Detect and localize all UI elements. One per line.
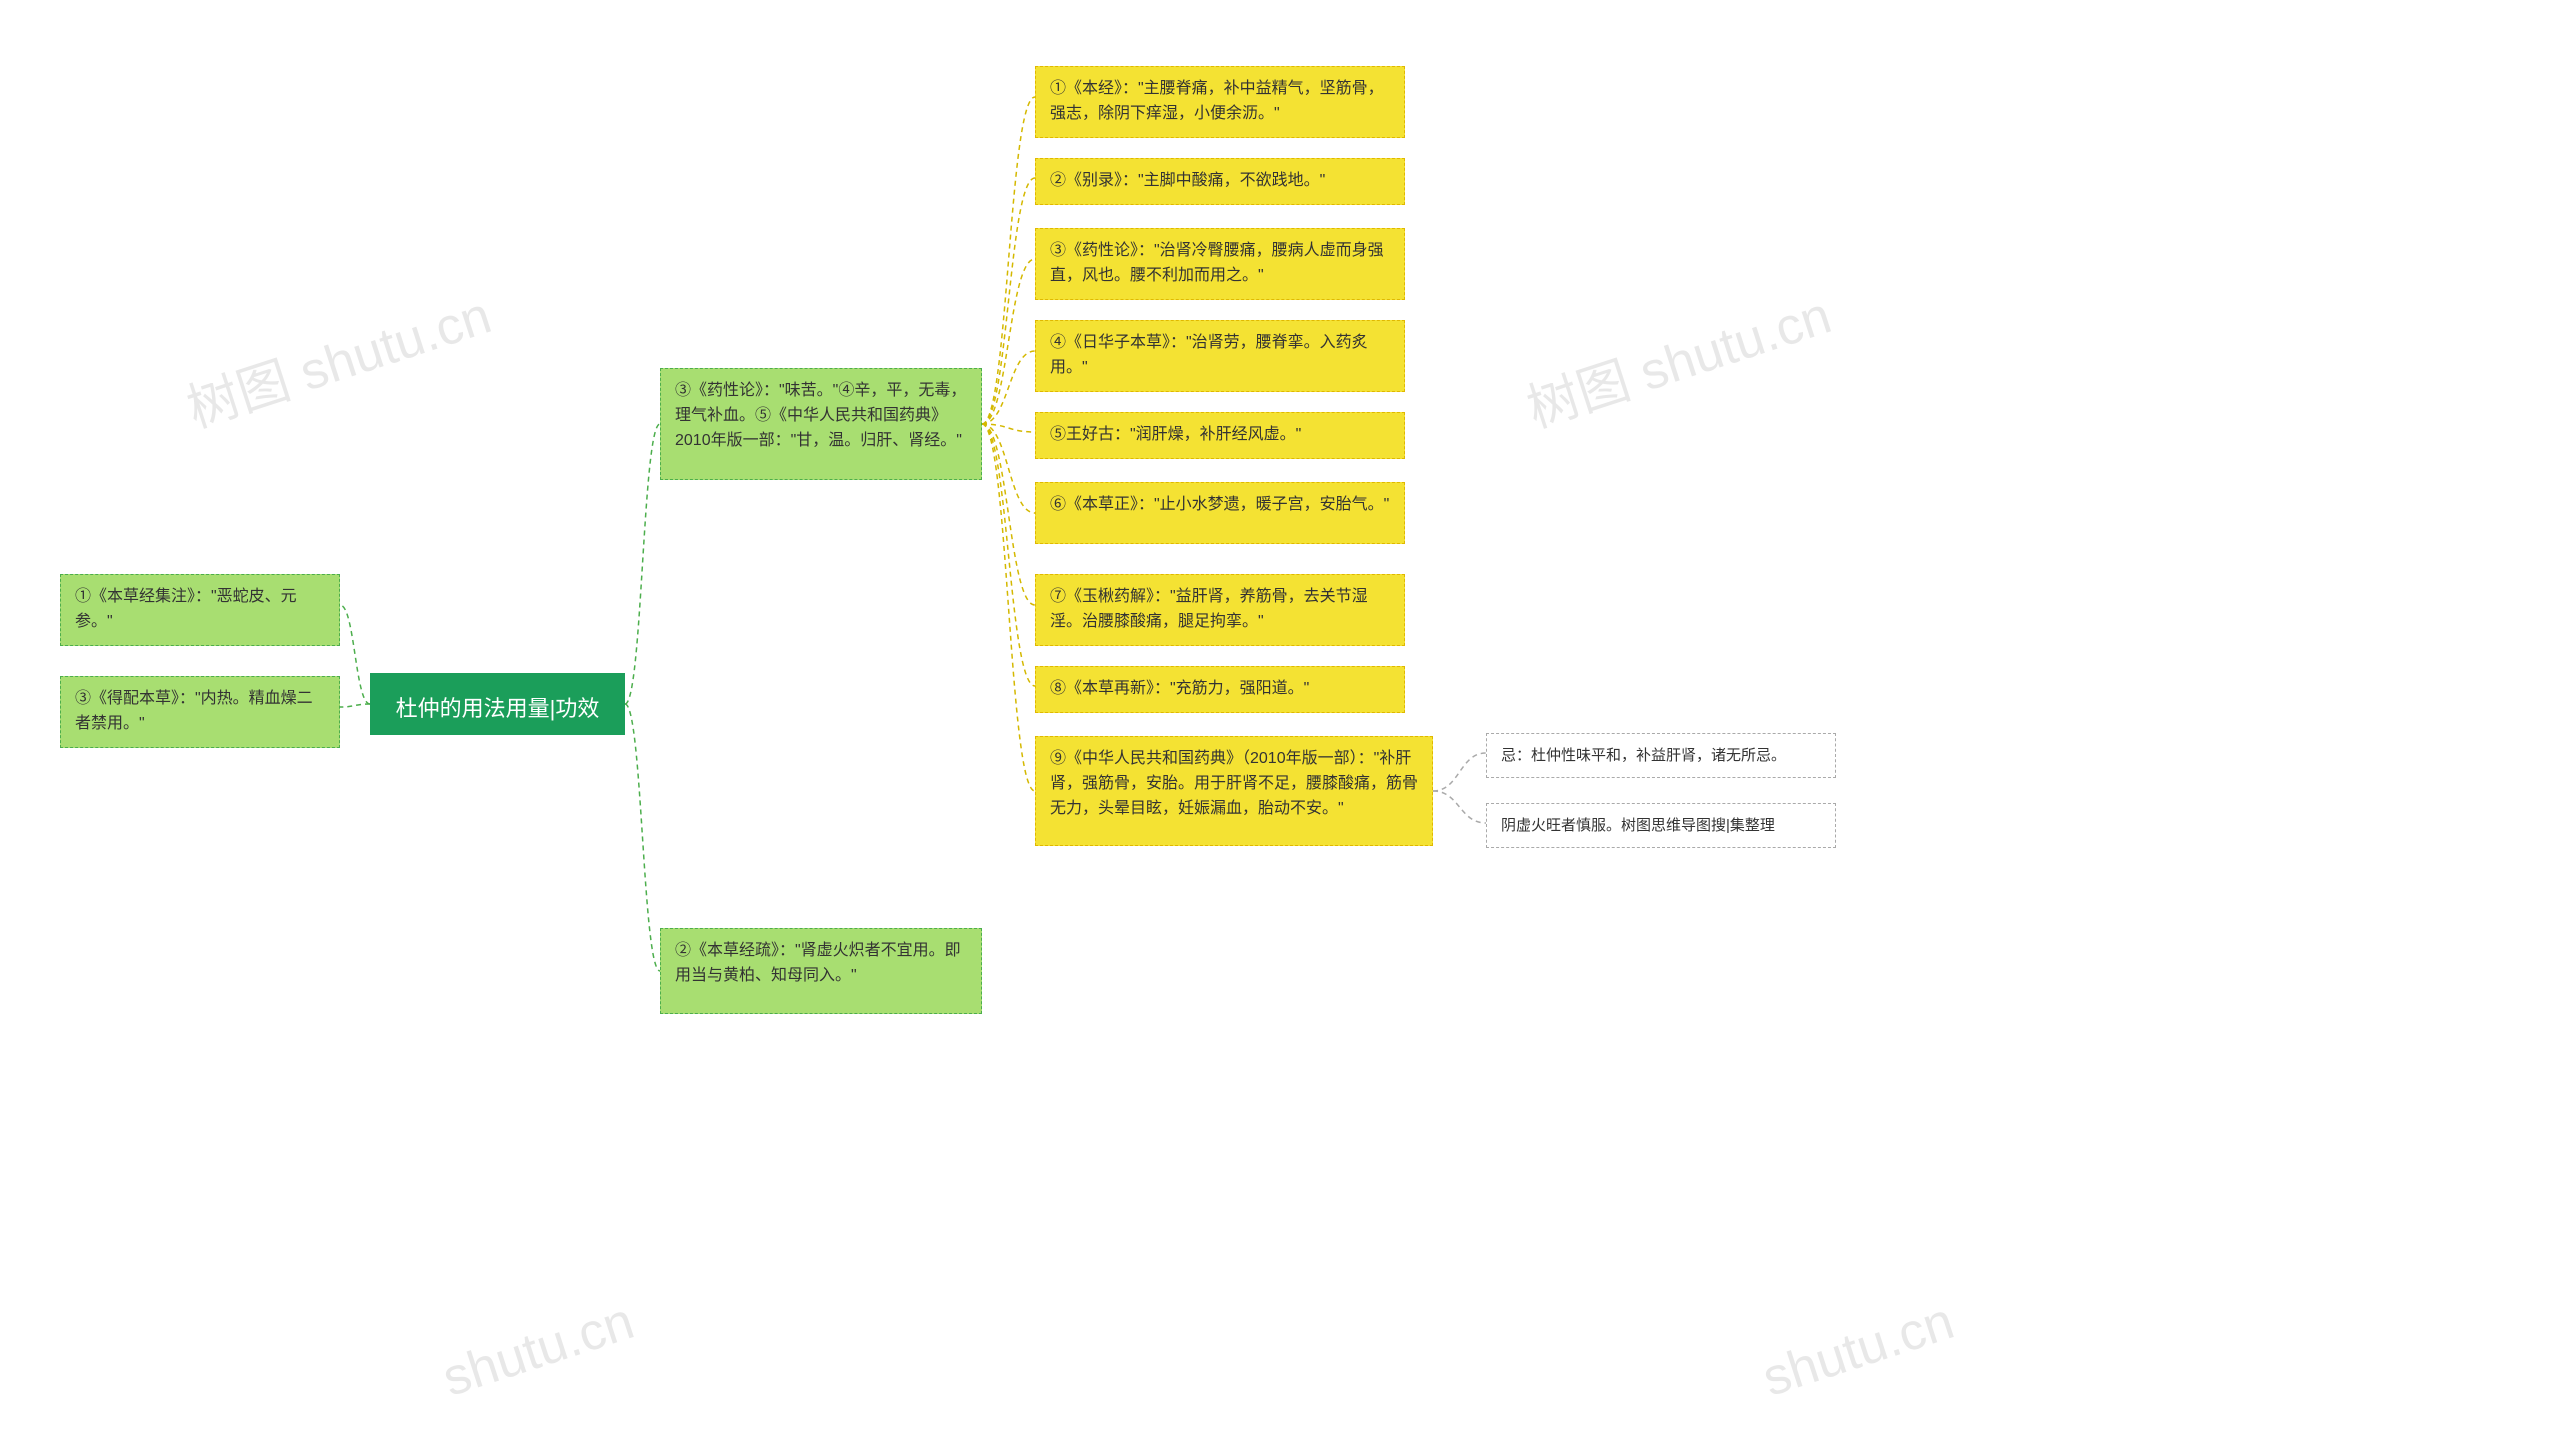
watermark-2: shutu.cn [436,1291,641,1409]
yellow-node-y7: ⑦《玉楸药解》："益肝肾，养筋骨，去关节湿淫。治腰膝酸痛，腿足拘挛。" [1035,574,1405,646]
right-node-r2: ②《本草经疏》："肾虚火炽者不宜用。即用当与黄柏、知母同入。" [660,928,982,1014]
watermark-0: 树图 shutu.cn [176,273,499,442]
left-node-l2: ③《得配本草》："内热。精血燥二者禁用。" [60,676,340,748]
yellow-node-y8: ⑧《本草再新》："充筋力，强阳道。" [1035,666,1405,713]
watermark-3: shutu.cn [1756,1291,1961,1409]
yellow-node-y5: ⑤王好古："润肝燥，补肝经风虚。" [1035,412,1405,459]
watermark-1: 树图 shutu.cn [1516,273,1839,442]
white-node-w1: 忌：杜仲性味平和，补益肝肾，诸无所忌。 [1486,733,1836,778]
left-node-l1: ①《本草经集注》："恶蛇皮、元参。" [60,574,340,646]
yellow-node-y2: ②《别录》："主脚中酸痛，不欲践地。" [1035,158,1405,205]
root-node: 杜仲的用法用量|功效 [370,673,625,735]
right-node-r1: ③《药性论》："味苦。"④辛，平，无毒，理气补血。⑤《中华人民共和国药典》201… [660,368,982,480]
yellow-node-y3: ③《药性论》："治肾冷臀腰痛，腰病人虚而身强直，风也。腰不利加而用之。" [1035,228,1405,300]
yellow-node-y1: ①《本经》："主腰脊痛，补中益精气，坚筋骨，强志，除阴下痒湿，小便余沥。" [1035,66,1405,138]
white-node-w2: 阴虚火旺者慎服。树图思维导图搜|集整理 [1486,803,1836,848]
yellow-node-y6: ⑥《本草正》："止小水梦遗，暖子宫，安胎气。" [1035,482,1405,544]
yellow-node-y9: ⑨《中华人民共和国药典》（2010年版一部）："补肝肾，强筋骨，安胎。用于肝肾不… [1035,736,1433,846]
yellow-node-y4: ④《日华子本草》："治肾劳，腰脊挛。入药炙用。" [1035,320,1405,392]
